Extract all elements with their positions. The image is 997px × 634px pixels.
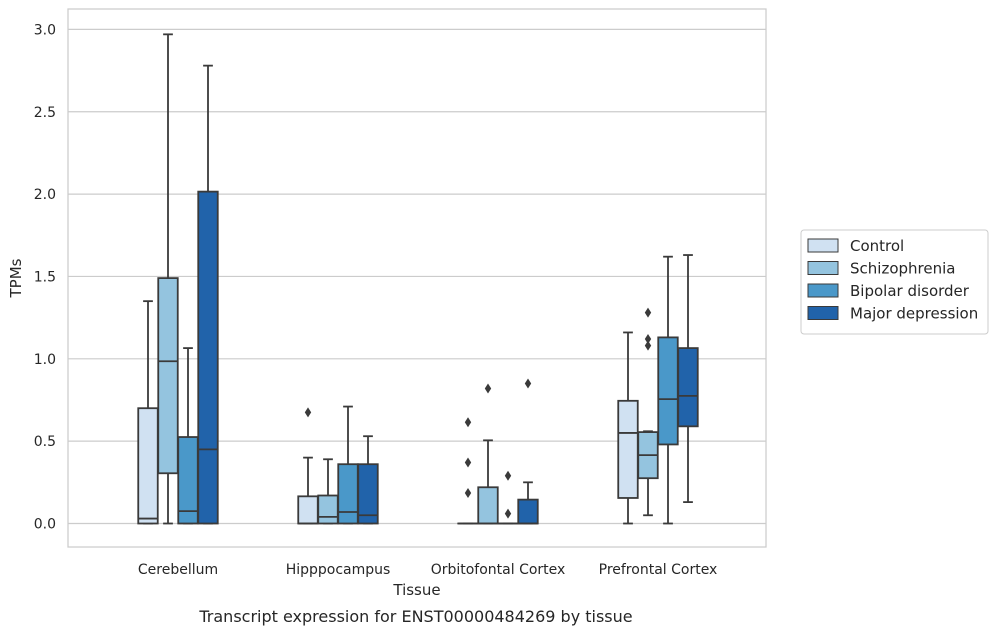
outlier-point xyxy=(464,457,472,468)
box-body xyxy=(317,494,339,525)
y-tick-label: 0.5 xyxy=(34,434,56,450)
box-body xyxy=(477,486,499,525)
y-tick-label: 2.5 xyxy=(34,105,56,121)
box-body xyxy=(157,277,179,475)
x-tick-label: Hipppocampus xyxy=(286,562,391,578)
outlier-point xyxy=(524,378,532,389)
legend-swatch xyxy=(807,238,839,253)
outlier-point xyxy=(504,508,512,519)
chart-caption: Transcript expression for ENST0000048426… xyxy=(198,607,632,626)
y-tick-label: 1.0 xyxy=(34,352,56,368)
box-major-depression xyxy=(677,254,699,503)
box-major-depression xyxy=(357,435,379,525)
box-bipolar-disorder xyxy=(657,255,679,525)
x-tick-label: Prefrontal Cortex xyxy=(599,562,718,578)
outlier-point xyxy=(644,334,652,345)
box-body xyxy=(617,399,639,499)
legend-label: Control xyxy=(850,237,904,255)
outlier-point xyxy=(484,383,492,394)
box-control xyxy=(297,407,319,525)
x-axis-label: Tissue xyxy=(392,581,440,599)
legend-swatch xyxy=(807,283,839,298)
y-tick-label: 0.0 xyxy=(34,517,56,533)
outlier-point xyxy=(304,407,312,418)
box-bipolar-disorder xyxy=(497,470,519,525)
outlier-point xyxy=(464,488,472,499)
box-body xyxy=(337,463,359,525)
plot-frame xyxy=(67,8,767,548)
box-body xyxy=(517,498,539,525)
box-schizophrenia xyxy=(477,383,499,525)
box-schizophrenia xyxy=(317,458,339,525)
box-layer xyxy=(137,33,699,525)
box-body xyxy=(137,407,159,525)
box-control xyxy=(457,417,479,525)
box-schizophrenia xyxy=(637,307,659,517)
x-tick-label: Cerebellum xyxy=(138,562,218,578)
y-tick-label: 1.5 xyxy=(34,269,56,285)
outlier-point xyxy=(504,470,512,481)
outlier-point xyxy=(464,417,472,428)
box-body xyxy=(657,336,679,446)
box-body xyxy=(677,347,699,428)
box-bipolar-disorder xyxy=(337,405,359,525)
box-body xyxy=(357,463,379,525)
legend-label: Major depression xyxy=(850,305,978,323)
outlier-point xyxy=(644,307,652,318)
box-body xyxy=(297,495,319,525)
legend-swatch xyxy=(807,306,839,320)
legend-label: Schizophrenia xyxy=(850,260,955,278)
box-control xyxy=(617,331,639,525)
legend-label: Bipolar disorder xyxy=(850,282,970,300)
box-major-depression xyxy=(197,64,219,525)
outlier-point xyxy=(644,340,652,351)
x-tick-labels: Cerebellum Hipppocampus Orbitofontal Corte… xyxy=(138,562,717,578)
legend-swatch xyxy=(807,261,839,275)
legend: Control Schizophrenia Bipolar disorder Majo… xyxy=(800,229,989,335)
y-tick-labels: 0.0 0.5 1.0 1.5 2.0 2.5 3.0 xyxy=(34,22,56,532)
y-tick-label: 3.0 xyxy=(34,22,56,38)
y-axis-label: TPMs xyxy=(7,258,25,298)
box-major-depression xyxy=(517,378,539,525)
legend-frame xyxy=(800,229,989,335)
box-bipolar-disorder xyxy=(177,347,199,525)
x-tick-label: Orbitofontal Cortex xyxy=(431,562,566,578)
box-body xyxy=(197,190,219,525)
box-control xyxy=(137,300,159,525)
box-schizophrenia xyxy=(157,33,179,525)
y-tick-label: 2.0 xyxy=(34,187,56,203)
